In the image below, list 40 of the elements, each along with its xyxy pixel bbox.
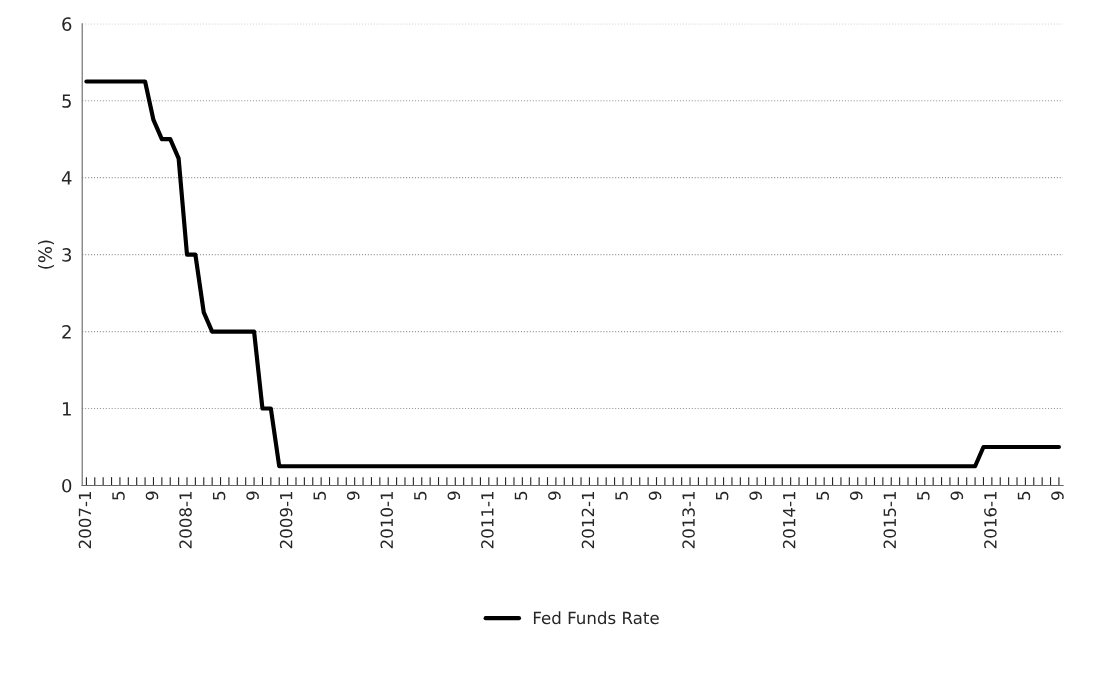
x-tick-label: 9 bbox=[246, 491, 259, 500]
y-tick-label: 6 bbox=[62, 17, 72, 31]
x-tick-label: 5 bbox=[313, 491, 326, 500]
x-tick-label: 5 bbox=[414, 491, 427, 500]
x-tick-label: 5 bbox=[212, 491, 226, 500]
x-tick-label: 2013-1 bbox=[682, 491, 695, 549]
legend-label: Fed Funds Rate bbox=[533, 611, 659, 625]
x-tick-label: 9 bbox=[548, 491, 561, 500]
x-tick-label: 5 bbox=[615, 491, 628, 500]
x-tick-label: 9 bbox=[447, 491, 461, 500]
x-tick-label: 9 bbox=[346, 491, 360, 500]
x-tick-label: 2010-1 bbox=[380, 491, 394, 549]
x-tick-label: 2011-1 bbox=[481, 491, 494, 549]
x-tick-label: 9 bbox=[648, 491, 662, 500]
x-tick-label: 2012-1 bbox=[581, 491, 595, 549]
x-tick-label: 5 bbox=[112, 491, 125, 500]
x-tick-label: 2008-1 bbox=[179, 491, 192, 549]
line-series bbox=[84, 79, 1062, 469]
x-tick-label: 2007-1 bbox=[78, 491, 92, 549]
x-tick-label: 2009-1 bbox=[279, 491, 293, 549]
x-tick-label: 5 bbox=[1017, 491, 1031, 500]
y-tick-label: 2 bbox=[62, 325, 71, 339]
y-tick-label: 5 bbox=[62, 94, 71, 108]
y-tick-label: 1 bbox=[62, 402, 71, 416]
x-tick-label: 2014-1 bbox=[782, 491, 796, 549]
x-tick-label: 5 bbox=[917, 491, 930, 500]
y-tick-label: 3 bbox=[62, 248, 72, 262]
x-tick-label: 9 bbox=[1051, 491, 1064, 500]
y-tick-label: 4 bbox=[61, 171, 72, 185]
y-tick-label: 0 bbox=[62, 478, 72, 493]
x-tick-label: 9 bbox=[849, 491, 863, 500]
x-tick-label: 5 bbox=[514, 491, 528, 500]
x-tick-label: 2015-1 bbox=[883, 491, 897, 549]
x-tick-label: 5 bbox=[716, 491, 729, 500]
x-tick-label: 9 bbox=[749, 491, 762, 500]
x-tick-label: 9 bbox=[145, 491, 159, 500]
x-tick-label: 2016-1 bbox=[984, 491, 997, 549]
x-tick-label: 9 bbox=[950, 491, 964, 500]
x-tick-label: 5 bbox=[816, 491, 830, 500]
y-axis-title: (%) bbox=[37, 240, 55, 269]
